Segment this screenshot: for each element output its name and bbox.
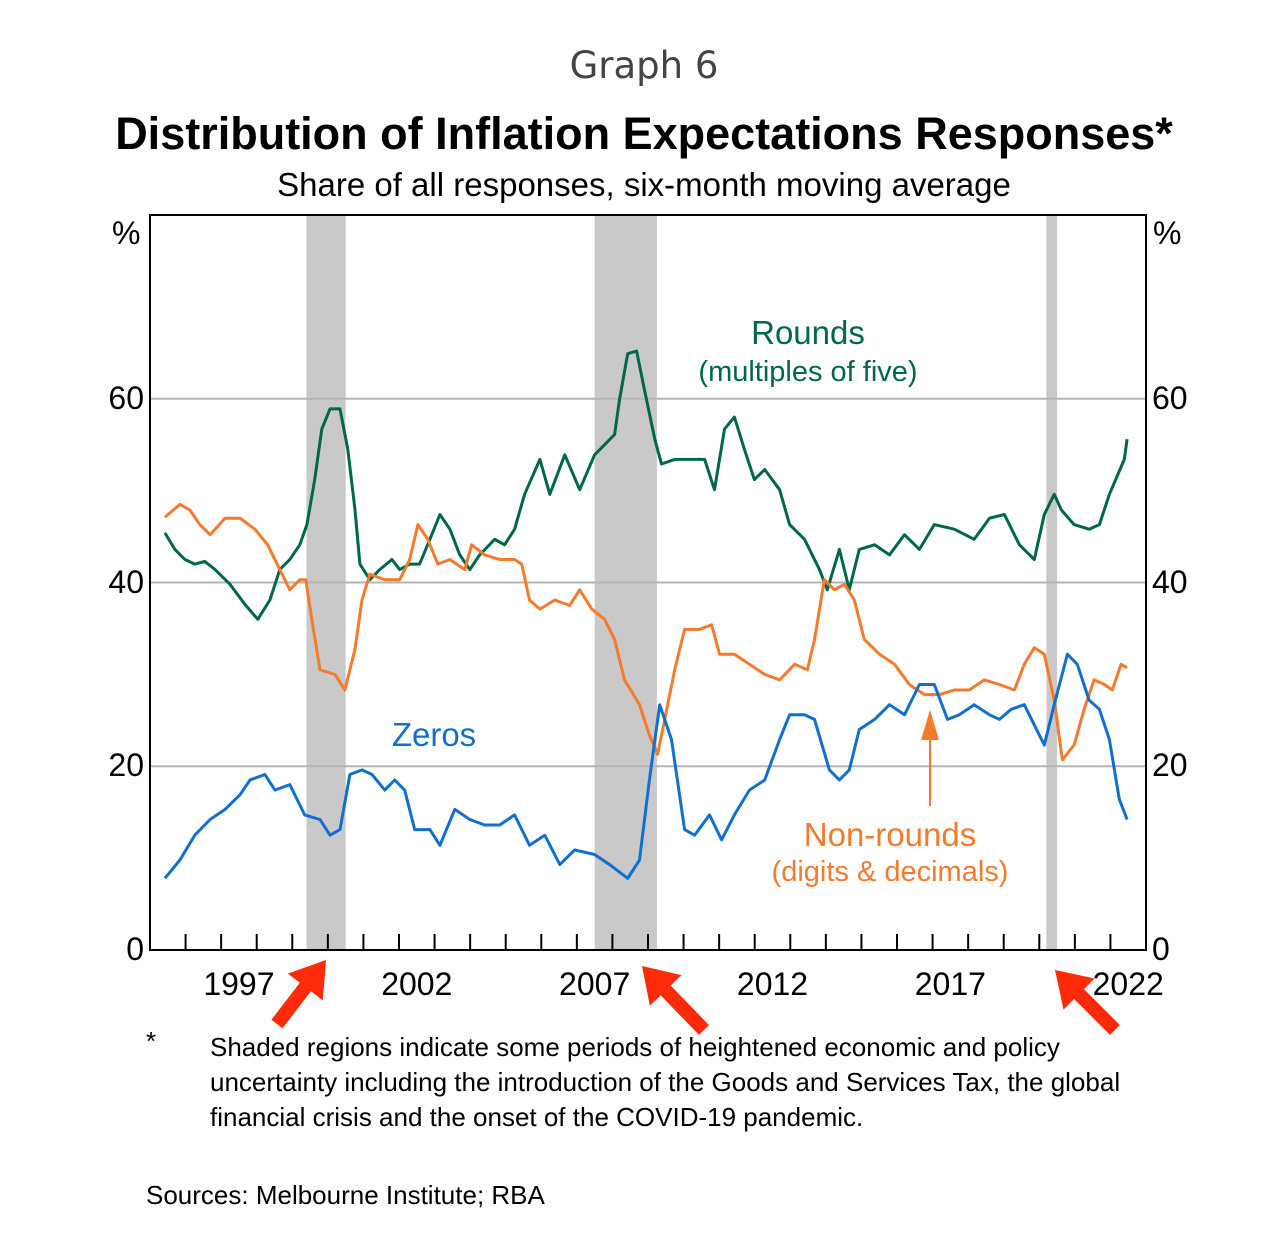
chart-title: Distribution of Inflation Expectations R… xyxy=(115,108,1173,159)
x-tick-label: 2012 xyxy=(736,966,809,1002)
rounds-line xyxy=(163,349,1129,621)
y-tick-label: 0 xyxy=(1152,931,1170,967)
y-tick-label: 20 xyxy=(1152,747,1188,784)
y-tick-label: 60 xyxy=(1152,379,1188,416)
rounds-sublabel: (multiples of five) xyxy=(698,356,918,388)
rounds-label: Rounds xyxy=(751,314,865,351)
chart-subtitle: Share of all responses, six-month moving… xyxy=(277,166,1011,203)
y-tick-label: 20 xyxy=(108,747,144,784)
x-tick-label: 1997 xyxy=(203,966,275,1002)
y-tick-label: 60 xyxy=(108,379,144,416)
footnote-text: Shaded regions indicate some periods of … xyxy=(210,1032,1121,1132)
nonrounds-arrowhead-icon xyxy=(921,710,939,740)
zeros-label: Zeros xyxy=(391,716,477,753)
x-tick-label: 2017 xyxy=(914,966,986,1002)
footnote-marker: * xyxy=(146,1026,157,1056)
nonrounds-label: Non-rounds xyxy=(803,816,977,853)
red-pointer-arrow-icon xyxy=(1055,970,1120,1035)
red-pointer-arrow-icon xyxy=(271,960,326,1029)
x-tick-label: 2007 xyxy=(559,966,631,1002)
y-tick-label: 40 xyxy=(1152,563,1188,600)
sources: Sources: Melbourne Institute; RBA xyxy=(146,1180,545,1210)
zeros-line xyxy=(163,652,1129,880)
y-tick-label: 40 xyxy=(108,563,144,600)
y-axis-unit-right: % xyxy=(1153,215,1182,251)
graph-number: Graph 6 xyxy=(569,44,719,87)
red-pointer-arrow-icon xyxy=(642,966,710,1035)
x-tick-label: 2022 xyxy=(1092,966,1164,1002)
y-tick-label: 0 xyxy=(126,931,144,967)
nonrounds-sublabel: (digits & decimals) xyxy=(771,856,1009,888)
x-tick-label: 2002 xyxy=(381,966,453,1002)
nonrounds-line xyxy=(163,502,1128,762)
y-axis-unit-left: % xyxy=(112,215,141,251)
